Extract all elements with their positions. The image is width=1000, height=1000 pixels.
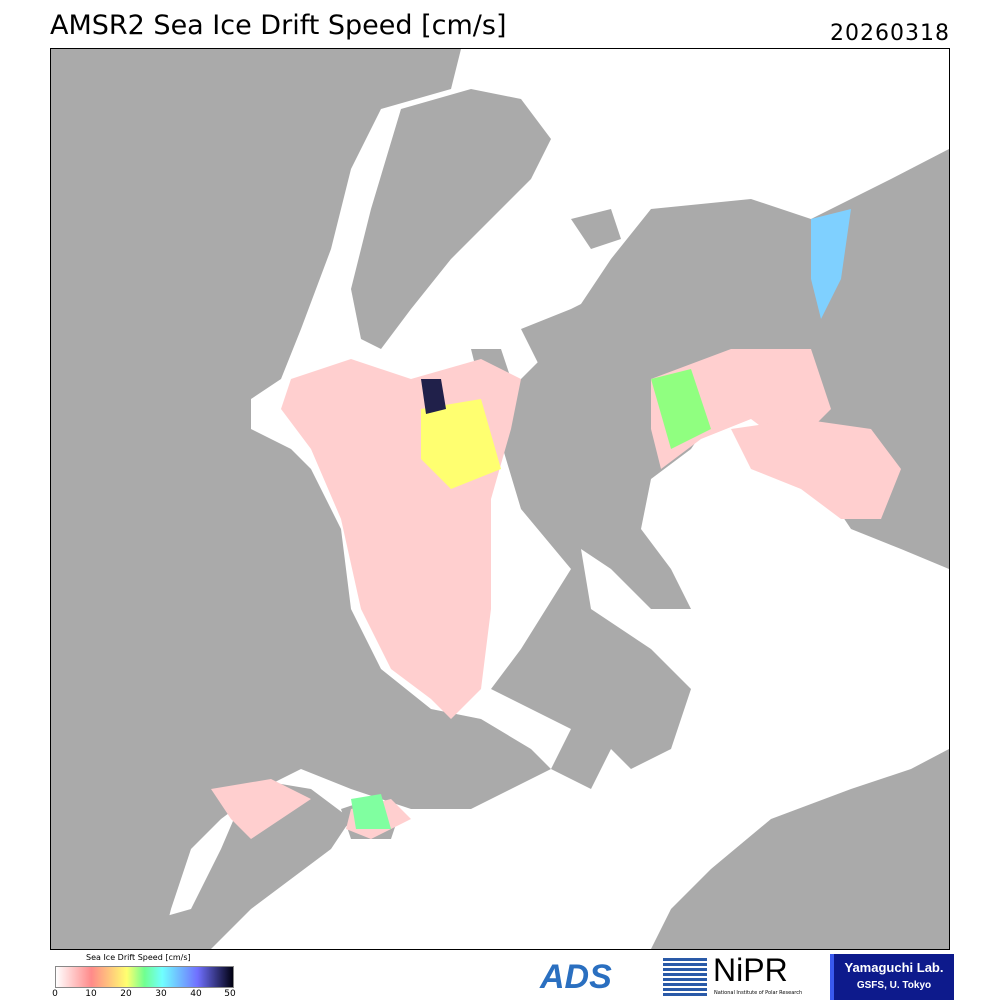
yamaguchi-lab-affiliation: GSFS, U. Tokyo: [856, 980, 932, 991]
yamaguchi-lab-name: Yamaguchi Lab.: [844, 960, 944, 975]
nipr-subtitle: National Institute of Polar Research: [714, 990, 803, 996]
colorbar-tick: 20: [120, 989, 132, 999]
map-date: 20260318: [830, 21, 950, 46]
colorbar-tick: 10: [85, 989, 97, 999]
land: [51, 49, 949, 949]
nipr-logo: NiPR: [713, 952, 788, 988]
colorbar: [55, 966, 234, 988]
ads-logo: ADS: [540, 958, 612, 996]
colorbar-tick: 0: [52, 989, 58, 999]
colorbar-tick: 30: [155, 989, 167, 999]
map-title: AMSR2 Sea Ice Drift Speed [cm/s]: [50, 10, 507, 41]
high-speed-drift-areas: [351, 209, 851, 829]
nipr-emblem-icon: [663, 958, 707, 996]
colorbar-label: Sea Ice Drift Speed [cm/s]: [86, 953, 191, 962]
colorbar-tick: 50: [224, 989, 236, 999]
map-canvas: [51, 49, 949, 949]
yamaguchi-lab-logo: Yamaguchi Lab. GSFS, U. Tokyo: [830, 954, 954, 1000]
sea-ice-drift-map: [50, 48, 950, 950]
colorbar-tick: 40: [190, 989, 202, 999]
